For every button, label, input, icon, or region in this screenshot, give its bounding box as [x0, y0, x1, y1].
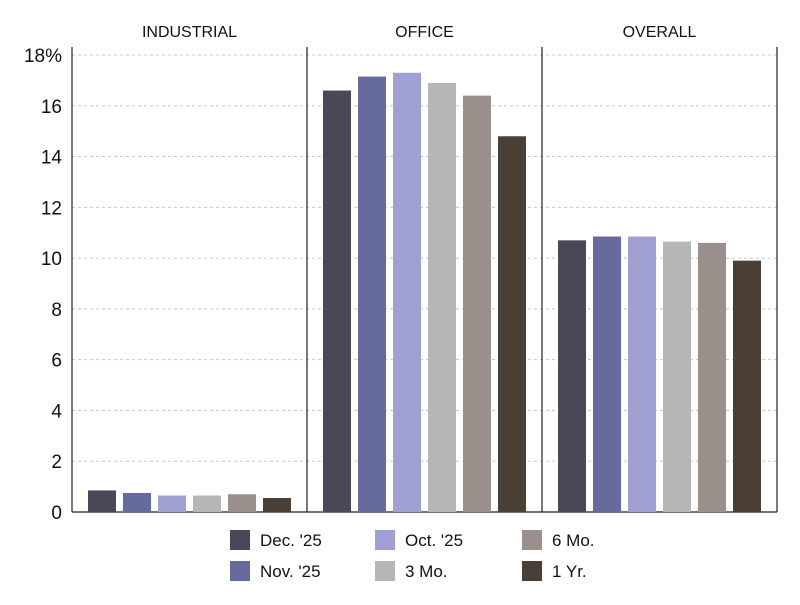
y-tick-label: 18%	[24, 46, 62, 67]
legend: Dec. '25 Nov. '25 Oct. '25 3 Mo. 6 Mo. 1 Yr.	[230, 530, 595, 581]
legend-swatch	[375, 561, 395, 581]
bar-overall-5	[733, 260, 761, 512]
group-title: OVERALL	[623, 24, 697, 41]
bar-industrial-3	[193, 495, 221, 512]
legend-swatch	[230, 530, 250, 550]
y-tick-label: 8	[51, 300, 62, 321]
legend-swatch	[522, 530, 542, 550]
bar-industrial-0	[88, 490, 116, 512]
y-tick-label: 0	[51, 503, 62, 524]
legend-swatch	[375, 530, 395, 550]
y-tick-label: 6	[51, 351, 62, 372]
plot-frame	[71, 47, 778, 513]
legend-swatch	[522, 561, 542, 581]
bar-overall-1	[593, 236, 621, 512]
y-axis-ticks: 0 2 4 6 8 10 12 14 16 18%	[24, 46, 62, 524]
bar-office-5	[498, 136, 526, 512]
legend-label: 6 Mo.	[552, 531, 595, 550]
group-title: INDUSTRIAL	[142, 24, 237, 41]
legend-swatch	[230, 561, 250, 581]
bar-industrial-2	[158, 495, 186, 512]
legend-label: 1 Yr.	[552, 562, 587, 581]
bar-office-0	[323, 90, 351, 513]
y-tick-label: 14	[41, 148, 63, 169]
bar-industrial-5	[263, 498, 291, 512]
legend-label: Dec. '25	[260, 531, 322, 550]
bar-office-4	[463, 95, 491, 512]
y-tick-label: 12	[41, 198, 62, 219]
y-tick-label: 4	[51, 401, 62, 422]
bar-industrial-1	[123, 492, 151, 512]
group-title: OFFICE	[395, 24, 454, 41]
y-tick-label: 16	[41, 97, 62, 118]
bar-office-3	[428, 82, 456, 512]
group-titles: INDUSTRIAL OFFICE OVERALL	[142, 24, 697, 41]
bar-overall-3	[663, 241, 691, 512]
y-tick-label: 2	[51, 452, 62, 473]
bar-overall-4	[698, 242, 726, 512]
bar-office-2	[393, 72, 421, 513]
bar-overall-0	[558, 240, 586, 513]
legend-label: Oct. '25	[405, 531, 463, 550]
bar-office-1	[358, 76, 386, 512]
y-tick-label: 10	[41, 249, 62, 270]
bar-overall-2	[628, 236, 656, 512]
legend-label: Nov. '25	[260, 562, 321, 581]
bar-industrial-4	[228, 494, 256, 512]
bars	[88, 72, 761, 513]
legend-label: 3 Mo.	[405, 562, 448, 581]
